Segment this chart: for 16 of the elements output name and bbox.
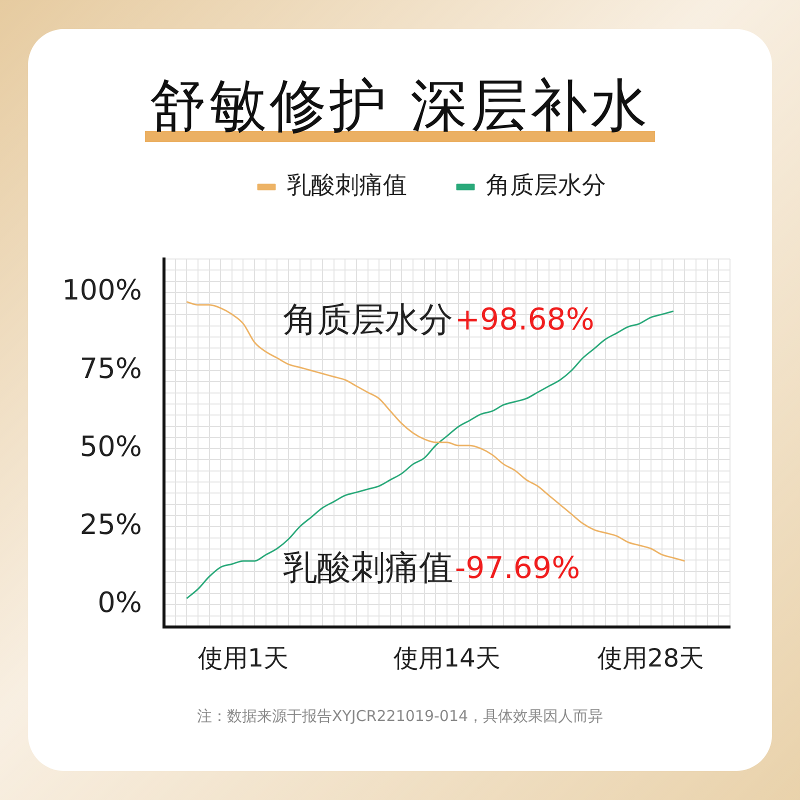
annotation: 角质层水分 bbox=[282, 300, 453, 340]
y-tick-label: 50% bbox=[80, 430, 142, 463]
annotation: +98.68% bbox=[454, 302, 594, 338]
text: 注：数据来源于报告XYJCR221019-014，具体效果因人而异 bbox=[196, 707, 604, 726]
y-tick-label: 100% bbox=[62, 274, 142, 307]
x-tick-label: 使用14天 bbox=[394, 644, 500, 672]
y-tick-label: 75% bbox=[80, 352, 142, 385]
chart-title: 舒敏修护 深层补水 bbox=[149, 73, 651, 139]
legend-label: 角质层水分 bbox=[486, 171, 606, 200]
legend-label: 乳酸刺痛值 bbox=[287, 171, 407, 200]
y-tick-label: 25% bbox=[80, 508, 142, 541]
x-tick-label: 使用1天 bbox=[198, 644, 289, 672]
annotation: 乳酸刺痛值 bbox=[282, 548, 453, 588]
annotation: -97.69% bbox=[454, 550, 580, 586]
y-tick-label: 0% bbox=[98, 586, 142, 619]
x-tick-label: 使用28天 bbox=[597, 644, 704, 672]
